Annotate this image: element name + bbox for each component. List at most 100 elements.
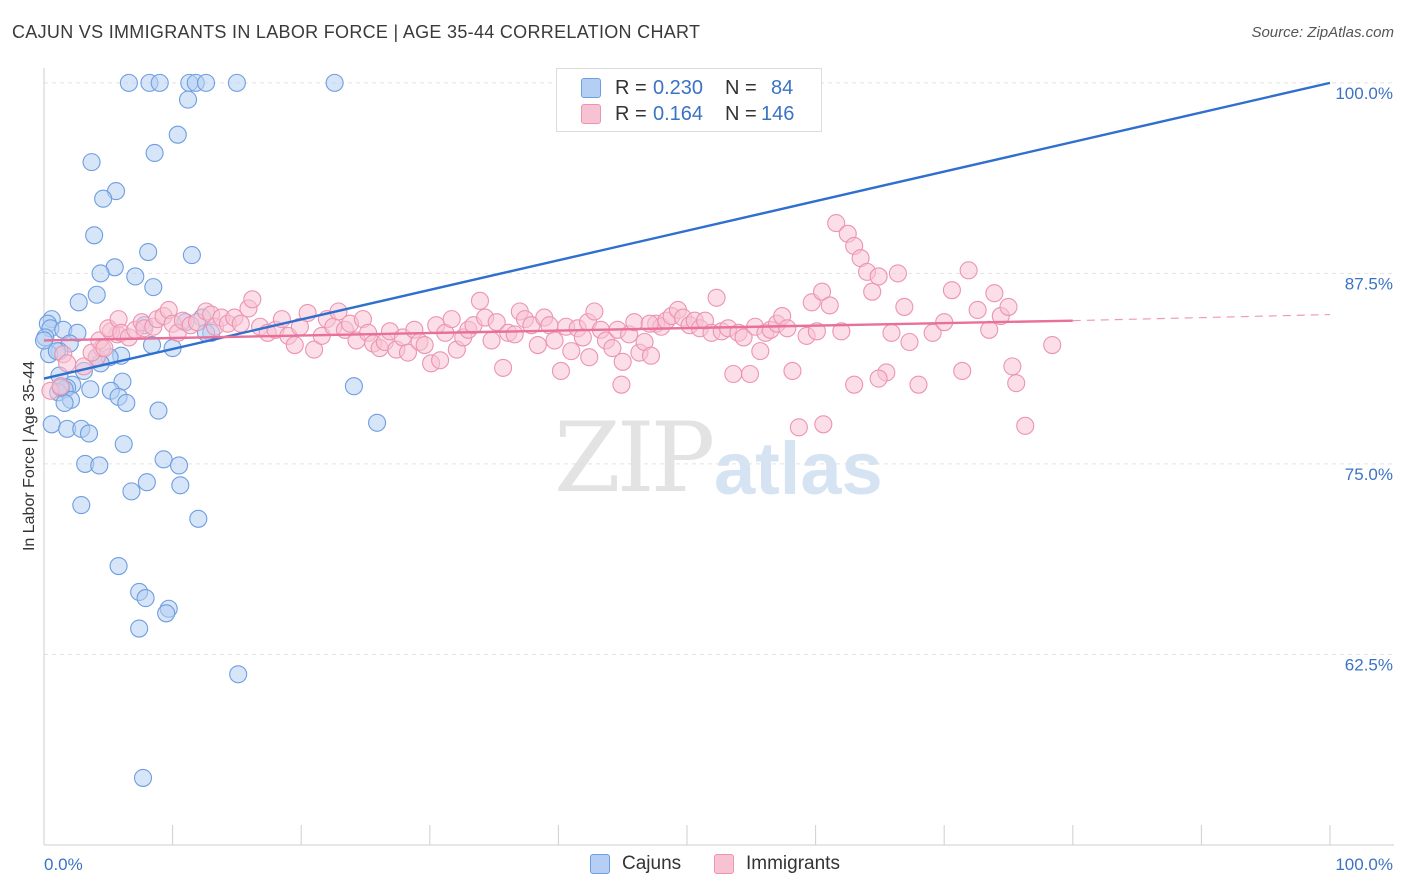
immigrant-point: [573, 328, 592, 347]
cajun-point: [85, 226, 104, 245]
cajun-point: [91, 264, 110, 283]
cajun-point: [126, 267, 145, 286]
chart-title: CAJUN VS IMMIGRANTS IN LABOR FORCE | AGE…: [12, 22, 701, 42]
cajun-point: [94, 189, 113, 208]
cajun-point: [137, 473, 156, 492]
immigrant-point: [1016, 416, 1035, 435]
immigrant-point: [827, 214, 846, 233]
legend-n-label: N =: [725, 76, 757, 99]
immigrant-point: [612, 375, 631, 394]
cajun-point: [119, 73, 138, 92]
immigrant-point: [707, 288, 726, 307]
cajun-point: [122, 482, 141, 501]
immigrant-point: [482, 331, 501, 350]
immigrant-point: [641, 346, 661, 365]
immigrant-trend-line: [43, 319, 1073, 342]
immigrant-point: [968, 300, 987, 320]
immigrant-point: [789, 418, 808, 437]
grid-lines: [44, 82, 1394, 655]
legend-r-label: R =: [615, 102, 647, 125]
immigrant-point: [95, 339, 114, 358]
immigrant-point: [888, 264, 907, 283]
cajun-point: [114, 435, 133, 454]
immigrant-point: [613, 352, 632, 371]
series-legend: Cajuns Immigrants: [0, 852, 1406, 878]
tick-labels: 62.5% 75.0% 87.5% 100.0% 0.0% 100.0%: [44, 84, 1393, 874]
legend-swatch-cajuns: [590, 854, 610, 874]
cajun-point: [227, 73, 246, 92]
y-tick-label: 62.5%: [1345, 655, 1393, 674]
legend-label-cajuns: Cajuns: [622, 853, 682, 874]
immigrant-point: [751, 342, 770, 361]
cajun-point: [154, 450, 173, 469]
immigrant-point: [1043, 335, 1062, 355]
immigrant-point: [832, 322, 851, 341]
legend-row-immigrants: R = 0.164 N = 146: [557, 100, 821, 128]
y-tick-label: 75.0%: [1345, 465, 1393, 484]
legend-n-value: 146: [761, 102, 795, 125]
cajun-point: [157, 604, 176, 623]
immigrant-point: [243, 290, 262, 309]
cajun-point: [69, 293, 88, 312]
legend-swatch-immigrants: [714, 854, 734, 874]
immigrant-point: [783, 361, 802, 381]
immigrant-point: [734, 328, 753, 347]
cajun-points: [34, 73, 387, 787]
immigrant-point: [953, 361, 972, 381]
stats-legend: R = 0.230 N = 84 R = 0.164 N = 146: [556, 68, 822, 132]
immigrant-point: [528, 335, 547, 355]
immigrant-point: [942, 281, 961, 300]
cajun-point: [139, 243, 158, 262]
immigrant-points: [41, 214, 1062, 437]
cajun-point: [344, 377, 363, 396]
y-tick-label: 87.5%: [1345, 274, 1393, 293]
cajun-point: [368, 413, 387, 432]
immigrant-point: [562, 342, 581, 361]
watermark-atlas: atlas: [714, 427, 883, 510]
immigrant-point: [820, 296, 839, 315]
cajun-point: [144, 278, 163, 297]
cajun-point: [42, 415, 61, 434]
immigrant-point: [985, 284, 1004, 303]
y-tick-label: 100.0%: [1335, 84, 1393, 103]
cajun-point: [150, 73, 169, 92]
legend-r-value: 0.164: [653, 102, 704, 125]
immigrant-point: [431, 351, 450, 370]
immigrant-point: [585, 302, 604, 321]
immigrant-point: [51, 377, 70, 396]
legend-n-value: 84: [771, 76, 794, 99]
immigrant-point: [580, 348, 599, 367]
immigrant-point: [909, 375, 928, 394]
cajun-point: [189, 509, 208, 528]
immigrant-point: [999, 297, 1018, 316]
cajun-point: [82, 153, 101, 172]
cajun-point: [87, 285, 106, 304]
immigrant-point: [778, 319, 797, 338]
immigrant-point: [603, 339, 622, 358]
cajun-point: [133, 768, 153, 787]
cajun-point: [90, 456, 109, 475]
cajun-point: [72, 496, 91, 515]
cajun-point: [169, 456, 189, 475]
legend-swatch-cajuns: [581, 78, 601, 98]
immigrant-point: [724, 364, 743, 384]
cajun-point: [55, 393, 74, 413]
immigrant-point: [980, 320, 999, 339]
cajun-point: [130, 619, 149, 638]
immigrant-point: [545, 331, 564, 350]
cajun-point: [196, 73, 216, 92]
legend-r-value: 0.230: [653, 76, 704, 99]
cajun-trend-line: [43, 81, 1331, 380]
cajun-point: [81, 380, 100, 399]
immigrant-point: [398, 343, 417, 362]
immigrant-point: [807, 322, 826, 341]
cajun-point: [178, 90, 198, 109]
cajun-point: [109, 557, 128, 576]
y-axis-label: In Labor Force | Age 35-44: [21, 360, 38, 552]
legend-n-label: N =: [725, 102, 757, 125]
cajun-point: [168, 125, 187, 144]
immigrant-point: [895, 297, 914, 316]
immigrant-point: [869, 369, 888, 388]
immigrant-point: [470, 291, 490, 310]
